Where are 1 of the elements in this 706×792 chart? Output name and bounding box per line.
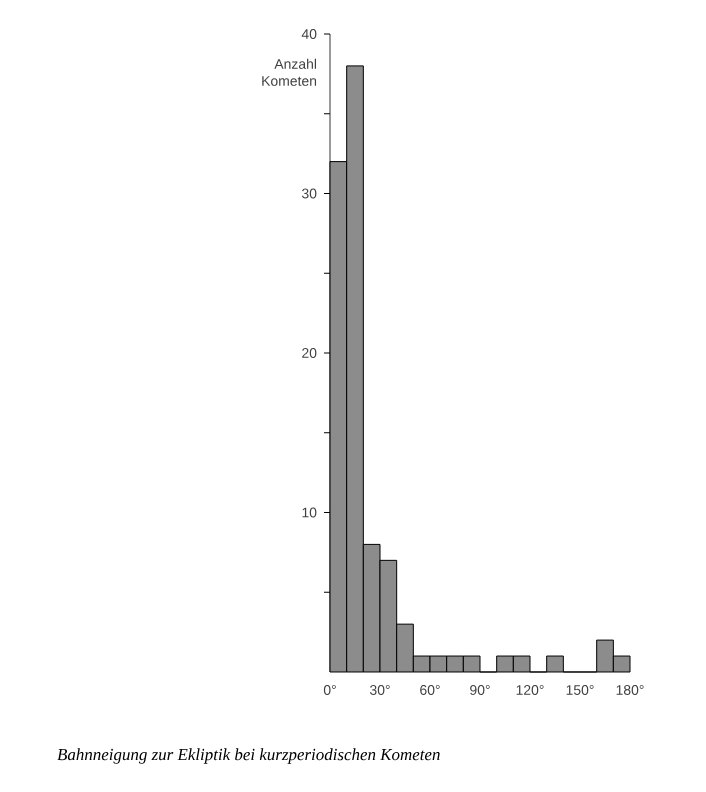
text: Bahnneigung zur Ekliptik bei kurzperiodischen Kometen <box>57 748 440 764</box>
